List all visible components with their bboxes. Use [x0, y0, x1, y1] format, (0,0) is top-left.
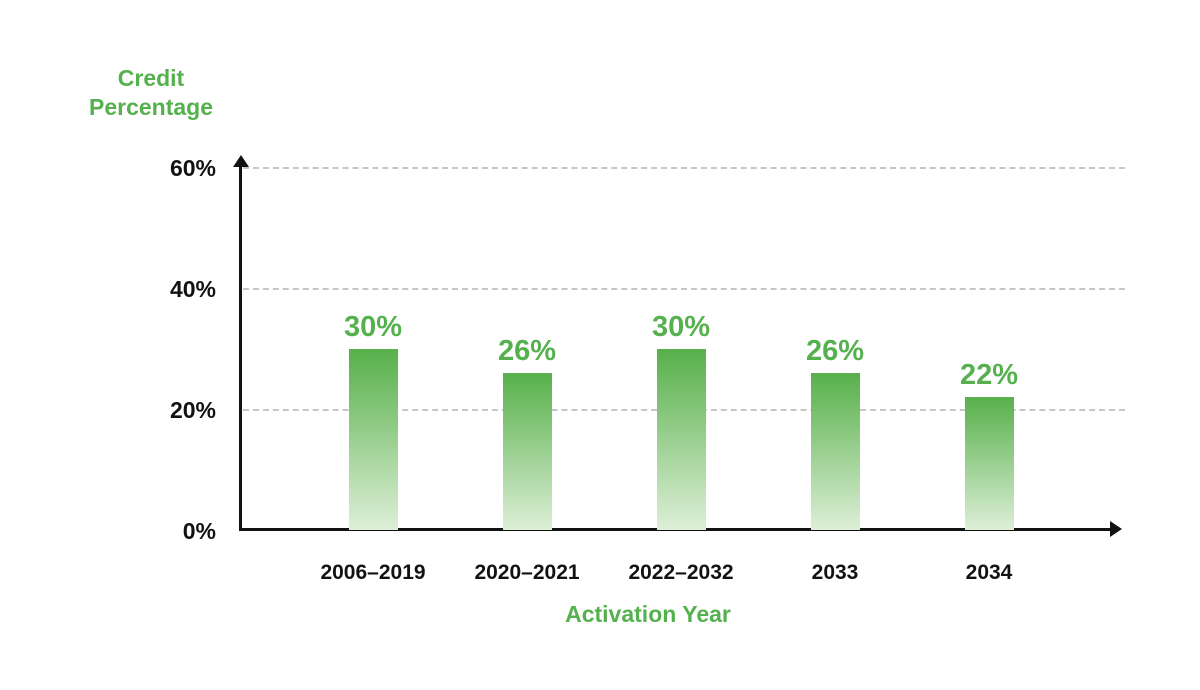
bar [964, 396, 1014, 530]
x-tick-label: 2022–2032 [628, 561, 734, 584]
bar-value-label: 26% [805, 334, 865, 367]
y-tick-label: 40% [169, 276, 216, 302]
x-tick-label: 2033 [811, 561, 859, 584]
bar [502, 372, 552, 530]
bar-value-label: 30% [343, 310, 403, 343]
bar-value-label: 22% [959, 358, 1019, 391]
bar [348, 348, 398, 530]
bar [810, 372, 860, 530]
bar [656, 348, 706, 530]
y-tick-label: 60% [169, 155, 216, 181]
y-tick-label: 0% [182, 518, 216, 544]
x-axis-title: Activation Year [565, 601, 731, 627]
gridline [243, 167, 1125, 169]
gridline [243, 288, 1125, 290]
y-axis-title: Credit Percentage [88, 65, 213, 120]
y-axis-arrow-icon [233, 155, 249, 167]
x-tick-label: 2006–2019 [320, 561, 426, 584]
bar-value-label: 26% [497, 334, 557, 367]
bar-value-label: 30% [651, 310, 711, 343]
y-tick-label: 20% [169, 397, 216, 423]
y-axis-line [239, 158, 242, 531]
x-tick-label: 2034 [965, 561, 1013, 584]
x-axis-arrow-icon [1110, 521, 1122, 537]
x-tick-label: 2020–2021 [474, 561, 580, 584]
